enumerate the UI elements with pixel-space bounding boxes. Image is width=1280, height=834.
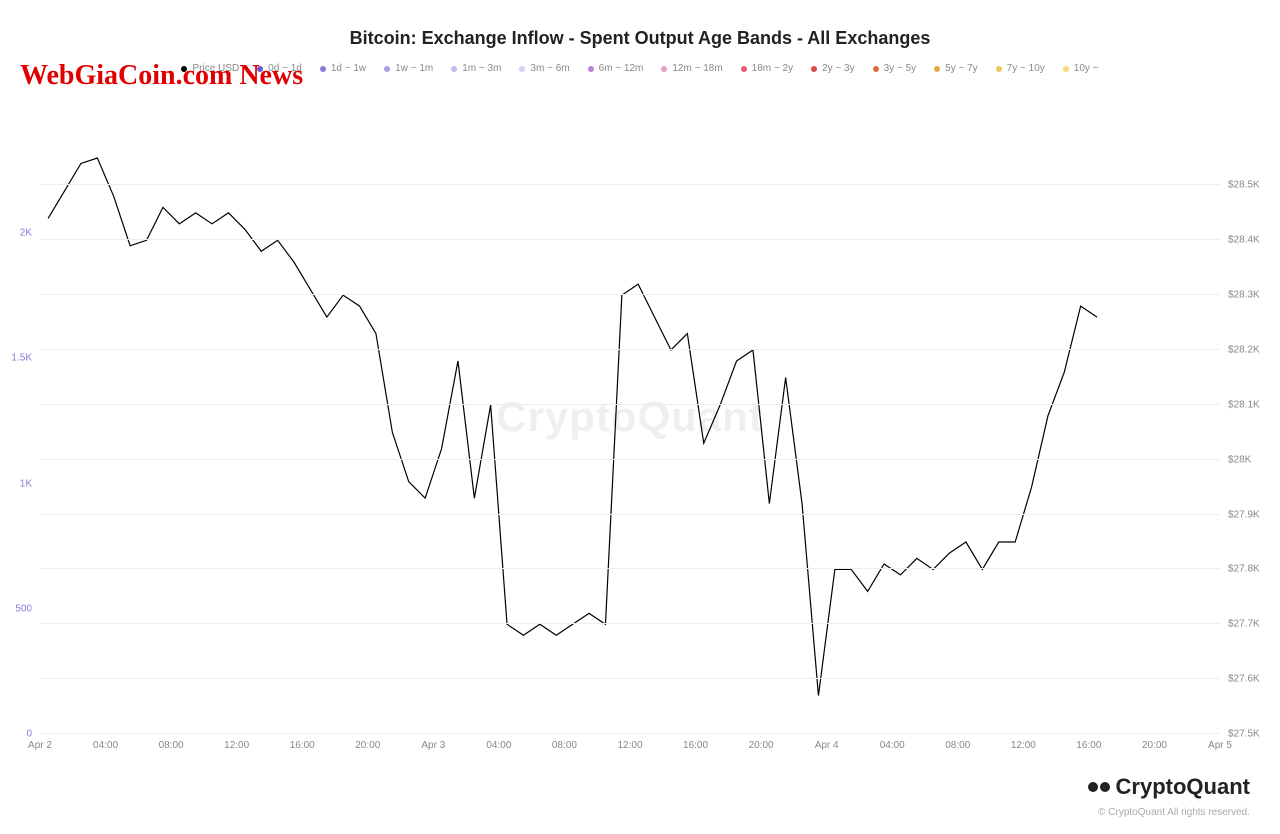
gridline [40,239,1220,240]
y-right-tick-label: $27.6K [1220,674,1260,685]
x-tick-label: 08:00 [159,734,184,751]
gridline [40,294,1220,295]
legend-item: 18m ~ 2y [741,63,793,74]
legend-dot-icon [519,66,525,72]
legend-item: 5y ~ 7y [934,63,978,74]
x-tick-label: Apr 2 [28,734,52,751]
legend-item: 3y ~ 5y [873,63,917,74]
x-tick-label: 08:00 [552,734,577,751]
watermark-news: WebGiaCoin.com News [20,60,303,92]
legend-label: 1d ~ 1w [331,63,366,74]
x-tick-label: Apr 4 [815,734,839,751]
x-tick-label: 12:00 [617,734,642,751]
legend-label: 1m ~ 3m [462,63,501,74]
legend-item: 1m ~ 3m [451,63,501,74]
x-tick-label: 16:00 [683,734,708,751]
y-right-tick-label: $28.1K [1220,399,1260,410]
gridline [40,349,1220,350]
gridline [40,514,1220,515]
x-tick-label: 20:00 [749,734,774,751]
legend-label: 1w ~ 1m [395,63,433,74]
cryptoquant-logo-icon [1088,782,1110,792]
gridline [40,678,1220,679]
y-left-tick-label: 1K [20,478,40,489]
footer-logo: CryptoQuant [1088,774,1250,800]
gridline [40,568,1220,569]
y-left-tick-label: 1.5K [11,353,40,364]
gridline [40,459,1220,460]
gridline [40,404,1220,405]
footer-brand-text: CryptoQuant [1116,774,1250,800]
legend-label: 12m ~ 18m [672,63,722,74]
legend-dot-icon [661,66,667,72]
y-right-tick-label: $28.3K [1220,290,1260,301]
chart-area: CryptoQuant $27.5K$27.6K$27.7K$27.8K$27.… [40,158,1220,734]
x-tick-label: 20:00 [355,734,380,751]
x-tick-label: 04:00 [93,734,118,751]
legend-item: 12m ~ 18m [661,63,722,74]
legend-item: 1d ~ 1w [320,63,366,74]
x-tick-label: 12:00 [1011,734,1036,751]
x-tick-label: Apr 3 [421,734,445,751]
legend-dot-icon [451,66,457,72]
y-right-tick-label: $28.5K [1220,180,1260,191]
y-right-tick-label: $28K [1220,454,1251,465]
y-left-tick-label: 2K [20,228,40,239]
legend-item: 7y ~ 10y [996,63,1045,74]
legend-dot-icon [741,66,747,72]
legend-label: 7y ~ 10y [1007,63,1045,74]
gridline [40,623,1220,624]
legend-dot-icon [996,66,1002,72]
x-tick-label: 20:00 [1142,734,1167,751]
legend-item: 6m ~ 12m [588,63,644,74]
legend-item: 1w ~ 1m [384,63,433,74]
y-right-tick-label: $27.9K [1220,509,1260,520]
price-line-layer [40,158,1220,734]
y-right-tick-label: $28.2K [1220,345,1260,356]
legend-dot-icon [384,66,390,72]
legend-dot-icon [320,66,326,72]
legend-item: 10y ~ [1063,63,1099,74]
legend-label: 18m ~ 2y [752,63,793,74]
legend-dot-icon [934,66,940,72]
x-tick-label: Apr 5 [1208,734,1232,751]
x-tick-label: 16:00 [1076,734,1101,751]
legend-item: 2y ~ 3y [811,63,855,74]
legend-label: 3y ~ 5y [884,63,917,74]
legend-label: 6m ~ 12m [599,63,644,74]
y-right-tick-label: $27.7K [1220,619,1260,630]
gridline [40,184,1220,185]
chart-title: Bitcoin: Exchange Inflow - Spent Output … [0,28,1280,49]
y-left-tick-label: 500 [15,603,40,614]
legend-label: 3m ~ 6m [530,63,569,74]
legend-dot-icon [811,66,817,72]
x-tick-label: 04:00 [486,734,511,751]
legend-dot-icon [1063,66,1069,72]
x-tick-label: 12:00 [224,734,249,751]
x-tick-label: 04:00 [880,734,905,751]
footer-copyright: © CryptoQuant All rights reserved. [1098,807,1250,818]
y-right-tick-label: $28.4K [1220,235,1260,246]
legend-item: 3m ~ 6m [519,63,569,74]
y-right-tick-label: $27.8K [1220,564,1260,575]
x-tick-label: 16:00 [290,734,315,751]
legend-dot-icon [588,66,594,72]
x-tick-label: 08:00 [945,734,970,751]
legend-dot-icon [873,66,879,72]
legend-label: 2y ~ 3y [822,63,855,74]
legend-label: 5y ~ 7y [945,63,978,74]
legend-label: 10y ~ [1074,63,1099,74]
